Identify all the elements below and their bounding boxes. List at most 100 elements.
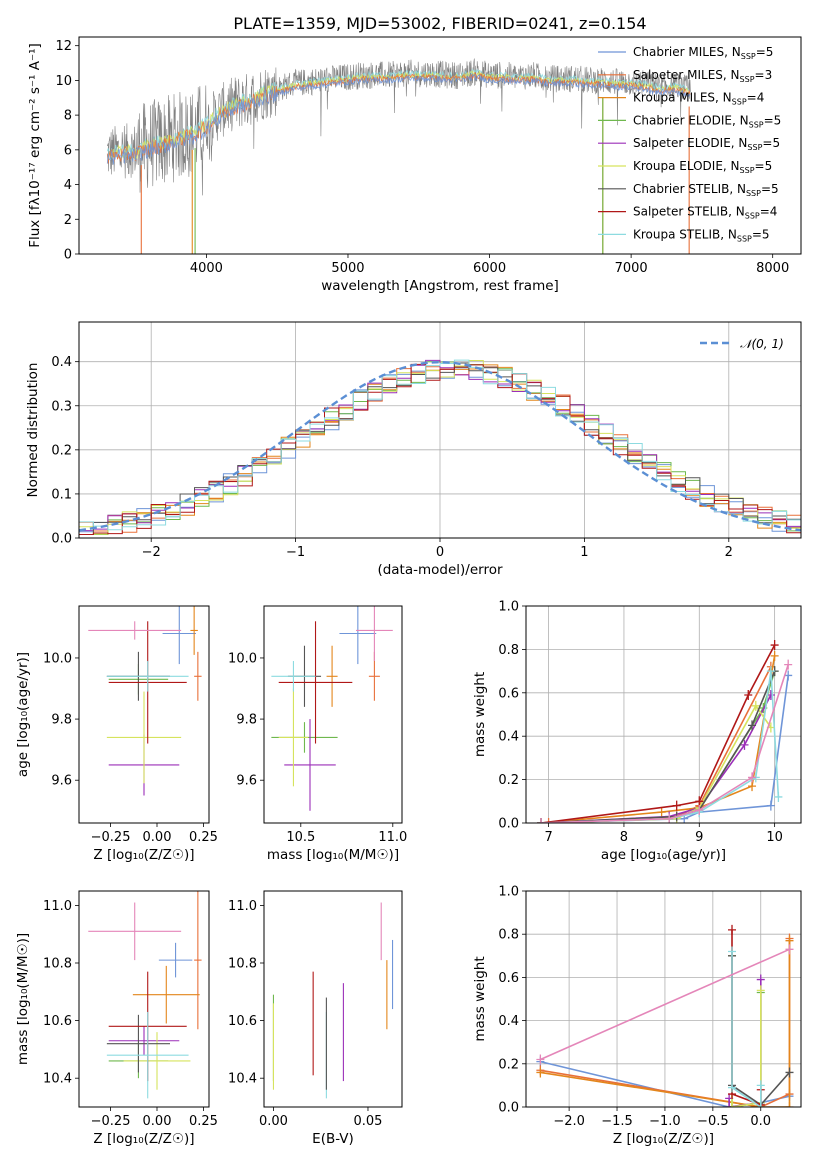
weight-marker: [784, 659, 793, 670]
legend-entry: Kroupa ELODIE, NSSP=5: [633, 159, 772, 175]
errorbar-point: [271, 661, 316, 692]
weight-marker: [785, 1102, 794, 1107]
model-spectrum-line: [106, 73, 691, 165]
mass_vs_ebv-frame: 0.00 0.05 10.4 10.6 10.8 11.0 E(B-V): [228, 890, 403, 1147]
y-axis-label: mass [log₁₀(M/M☉)]: [15, 933, 31, 1065]
weight-marker: [740, 739, 749, 750]
errorbar-point: [194, 891, 202, 1030]
legend-entry: 𝒩(0, 1): [740, 337, 784, 351]
y-axis-label: age [log₁₀(age/yr)]: [15, 652, 31, 777]
weight_vs_age-plot-area: [537, 640, 793, 823]
x-tick-label: −1: [286, 545, 305, 560]
x-tick-label: 0.00: [259, 1114, 288, 1129]
x-tick-label: 2: [725, 545, 733, 560]
errorbar-point: [106, 661, 189, 692]
y-tick-label: 9.6: [51, 774, 72, 789]
spectrum-plot-area: [106, 58, 691, 254]
errorbar-point: [106, 1011, 189, 1099]
weight-line: [731, 929, 762, 1106]
x-tick-label: 7: [544, 830, 552, 845]
y-tick-label: 1.0: [498, 885, 519, 900]
residuals-legend: 𝒩(0, 1): [700, 337, 784, 351]
x-axis-label: E(B-V): [312, 1131, 354, 1147]
x-tick-label: 0.0: [750, 1114, 771, 1129]
x-tick-label: 0.05: [353, 1114, 382, 1129]
weight-line: [731, 955, 762, 1107]
y-tick-label: 10.0: [43, 651, 72, 666]
residual-histogram: [79, 359, 801, 531]
weight-marker: [748, 720, 757, 731]
y-tick-label: 10.8: [43, 957, 72, 972]
weight-marker: [672, 800, 681, 811]
errorbar-point: [106, 691, 182, 784]
x-axis-label: (data-model)/error: [377, 562, 503, 578]
x-tick-label: 1: [580, 545, 588, 560]
y-tick-label: 0.4: [498, 1014, 519, 1029]
residuals-frame: −2 −1 0 1 2 0.0 0.1 0.2 0.3 0.4 (data-model)/error…: [25, 321, 802, 578]
errorbar-point: [158, 942, 193, 978]
weight-line: [731, 951, 762, 1107]
errorbar-point: [278, 688, 309, 787]
y-tick-label: 0.2: [498, 1057, 519, 1072]
x-tick-label: 0.25: [189, 1114, 218, 1129]
x-tick-label: −1.0: [649, 1114, 681, 1129]
legend-entry: Chabrier MILES, NSSP=5: [633, 45, 773, 61]
y-tick-label: 10.8: [228, 957, 257, 972]
y-tick-label: 6: [64, 143, 72, 158]
y-tick-label: 9.8: [236, 713, 257, 728]
age_vs_mass-frame: 10.5 11.0 9.6 9.8 10.0 mass [log₁₀(M/M☉)]: [228, 605, 407, 863]
mass_vs_Z-frame: −0.25 0.00 0.25 10.4 10.6 10.8 11.0 Z [log₁₀(Z/…: [15, 890, 218, 1147]
weight-line: [540, 948, 790, 1061]
y-tick-label: 12: [55, 39, 72, 54]
weight-marker: [695, 804, 704, 815]
y-tick-label: 10: [55, 74, 72, 89]
x-tick-label: 8000: [756, 261, 789, 276]
errorbar-point: [194, 651, 202, 701]
legend-entry: Kroupa MILES, NSSP=4: [633, 91, 764, 107]
y-tick-label: 0.3: [51, 399, 72, 414]
axes-frame: [78, 36, 802, 255]
x-axis-label: Z [log₁₀(Z/Z☉)]: [93, 847, 194, 863]
x-tick-label: 10: [766, 830, 783, 845]
axes-frame: [78, 890, 210, 1108]
weight-marker: [725, 1102, 734, 1107]
y-axis-label: Flux [fλ10⁻¹⁷ erg cm⁻² s⁻¹ A⁻¹]: [27, 43, 43, 248]
y-tick-label: 9.6: [236, 774, 257, 789]
y-tick-label: 10.4: [228, 1072, 257, 1087]
weight-marker: [770, 650, 779, 661]
y-tick-label: 2: [64, 213, 72, 228]
weight-marker: [748, 781, 757, 792]
x-tick-label: 0.00: [143, 830, 172, 845]
x-tick-label: 11.0: [378, 830, 407, 845]
weight-marker: [665, 813, 674, 823]
y-tick-label: 4: [64, 178, 72, 193]
errorbar-point: [106, 1014, 170, 1073]
weight-marker: [536, 1054, 545, 1065]
y-axis-label: mass weight: [472, 956, 488, 1041]
y-tick-label: 0.4: [51, 355, 72, 370]
weight-line: [731, 955, 762, 1107]
weight-marker: [744, 689, 753, 700]
errorbar-point: [190, 606, 198, 655]
y-tick-label: 0.6: [498, 686, 519, 701]
y-tick-label: 0.2: [498, 773, 519, 788]
errorbar-point: [356, 606, 393, 662]
x-tick-label: 0: [436, 545, 444, 560]
y-tick-label: 0.0: [498, 817, 519, 832]
axes-frame: [525, 890, 802, 1108]
y-tick-label: 0.0: [498, 1101, 519, 1116]
weight-marker: [728, 1082, 737, 1093]
weight-line: [541, 694, 772, 823]
errorbar-point: [278, 621, 353, 744]
weight-series: [536, 944, 794, 1065]
y-tick-label: 0.4: [498, 730, 519, 745]
weight-marker: [751, 700, 760, 711]
spectrum-frame: 4000 5000 6000 7000 8000 0 2 4 6 8 10 12 wavelength …: [27, 36, 802, 294]
y-tick-label: 10.6: [43, 1014, 72, 1029]
y-tick-label: 11.0: [43, 899, 72, 914]
weight-marker: [748, 772, 757, 783]
legend-entry: Chabrier ELODIE, NSSP=5: [633, 113, 781, 129]
weight-marker: [536, 1067, 545, 1078]
x-tick-label: 7000: [615, 261, 648, 276]
errorbar-point: [339, 606, 377, 665]
